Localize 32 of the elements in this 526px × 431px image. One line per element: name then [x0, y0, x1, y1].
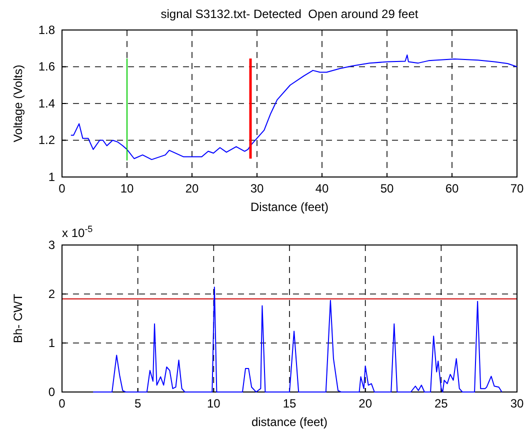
- line-series: [92, 286, 502, 392]
- chart-title: signal S3132.txt- Detected Open around 29 feet: [160, 7, 419, 21]
- x-tick-label: 30: [510, 396, 524, 411]
- y-tick-label: 0: [48, 384, 56, 399]
- x-tick-label: 40: [315, 182, 329, 196]
- y-tick-label: 1.6: [38, 60, 56, 74]
- x-axis-title: Distance (feet): [250, 200, 329, 214]
- line-series: [70, 54, 518, 160]
- x-tick-label: 0: [58, 396, 66, 411]
- x-tick-label: 60: [445, 182, 459, 196]
- y-axis-title: Voltage (Volts): [11, 64, 25, 142]
- y-tick-label: 1.4: [38, 96, 56, 110]
- x-tick-label: 5: [134, 396, 142, 411]
- x-tick-label: 10: [206, 396, 221, 411]
- x-tick-label: 0: [58, 182, 66, 196]
- x-tick-label: 20: [358, 396, 372, 411]
- text: x 10$^{-5}$: [62, 224, 93, 240]
- x-tick-label: 10: [120, 182, 134, 196]
- y-tick-label: 1: [48, 170, 56, 184]
- x-tick-label: 20: [185, 182, 199, 196]
- y-tick-label: 2: [48, 286, 56, 301]
- x-tick-label: 30: [250, 182, 264, 196]
- x-tick-label: 70: [510, 182, 524, 196]
- y-tick-label: 1.8: [38, 22, 56, 37]
- x-tick-label: 50: [380, 182, 394, 196]
- x-tick-label: 15: [282, 396, 296, 411]
- y-axis-title: Bh- CWT: [11, 293, 25, 344]
- x-axis-title: distance (feet): [251, 415, 328, 429]
- x-tick-label: 25: [434, 396, 448, 411]
- y-tick-label: 1: [48, 336, 56, 350]
- y-tick-label: 1.2: [38, 133, 56, 148]
- y-tick-label: 3: [48, 238, 56, 252]
